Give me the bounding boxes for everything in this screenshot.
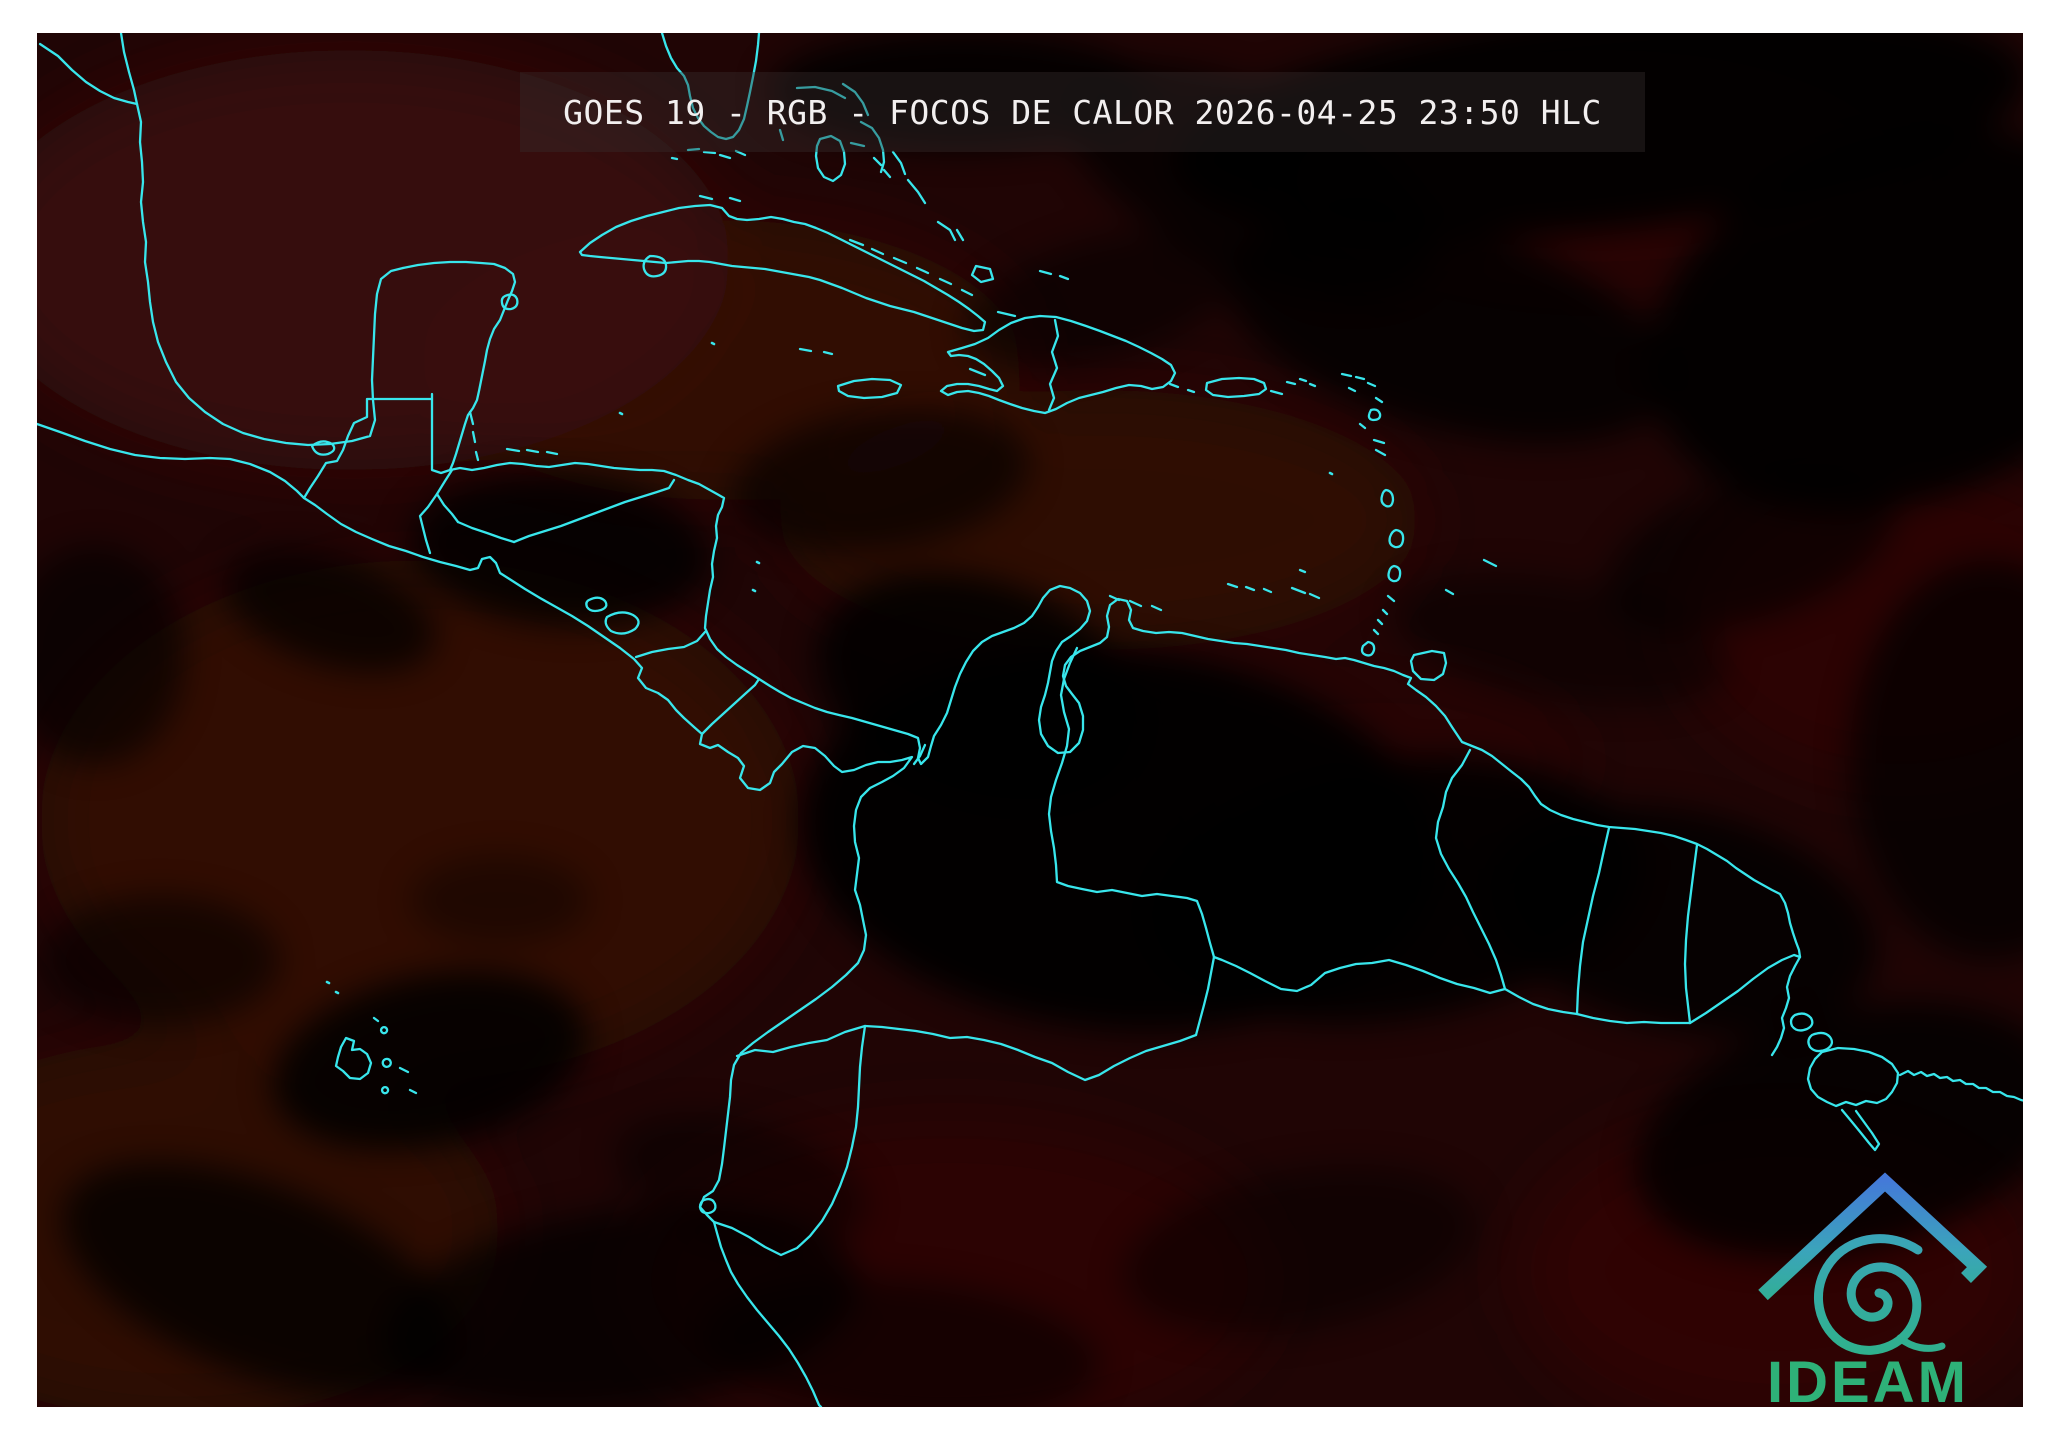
border-elsalvador-honduras [456, 520, 516, 544]
coastlines-layer [37, 33, 2023, 1407]
coastline-caribbean-southamerica [448, 461, 1802, 1057]
coastline-inagua [970, 264, 995, 284]
ideam-logo-text: IDEAM [1767, 1350, 1969, 1407]
product-title: GOES 19 - RGB - FOCOS DE CALOR 2026-04-2… [563, 92, 1602, 132]
map-specks [325, 341, 1334, 995]
coastline-belize-cays [468, 410, 480, 462]
coastline-puerto-rico [1204, 376, 1268, 399]
border-mexico-guatemala [302, 397, 434, 500]
coastline-galapagos [334, 1016, 418, 1095]
border-venezuela-guyana [1434, 748, 1507, 991]
coastline-cuba [578, 203, 987, 333]
border-guatemala-honduras [435, 468, 460, 524]
border-colombia-brazil [1194, 955, 1216, 1037]
coastline-venezuela-islands [1108, 568, 1321, 612]
coastline-florida [660, 33, 761, 141]
hurricane-spiral-icon [1814, 1234, 1923, 1355]
coastline-isla-juventud [642, 254, 668, 278]
coastline-jamaica [836, 377, 903, 400]
coastline-bay-islands [505, 447, 559, 456]
spiral-tail-icon [1896, 1334, 1946, 1352]
border-venezuela-brazil [1212, 955, 1507, 995]
mountain-icon [1758, 1172, 1988, 1301]
coastline-trinidad-tobago [1409, 558, 1498, 682]
border-guyana-suriname [1575, 826, 1611, 1016]
coastline-para-tail [1840, 1108, 1881, 1152]
border-panama-colombia [912, 743, 927, 766]
border-ecuador-colombia [735, 1024, 867, 1058]
cloud-layer [37, 33, 2023, 1407]
border-honduras-nicaragua [512, 478, 676, 544]
coastline-cozumel [500, 293, 519, 311]
border-nicaragua-costarica [634, 630, 707, 659]
border-colombia-peru [863, 1024, 1198, 1082]
border-costarica-panama [700, 677, 761, 736]
satellite-map: GOES 19 - RGB - FOCOS DE CALOR 2026-04-2… [37, 33, 2023, 1407]
coastline-cayman-islands [798, 347, 834, 356]
lake-nicaragua [604, 611, 640, 635]
ideam-logo: IDEAM [1750, 1170, 2000, 1407]
border-elsalvador-guatemala [418, 492, 439, 555]
satellite-image-layers [37, 33, 2023, 1407]
coastline-hispaniola [939, 314, 1177, 415]
border-guatemala-belize [430, 392, 452, 475]
coastline-cuba-cays [698, 194, 974, 297]
title-banner: GOES 19 - RGB - FOCOS DE CALOR 2026-04-2… [520, 72, 1645, 152]
coastline-us-mexico-border [38, 42, 139, 106]
coastline-andros [814, 134, 847, 183]
coastline-marajo [1806, 1046, 1900, 1108]
border-ecuador-peru [712, 1024, 867, 1257]
coastline-grand-bahama-abaco [795, 82, 870, 117]
coastline-lesser-antilles [1340, 372, 1455, 657]
ideam-logo-graphic: IDEAM [1758, 1172, 1988, 1407]
border-haiti-dominican [1047, 318, 1060, 412]
coastline-mexico-gulf [135, 102, 405, 447]
coastline-pacific [37, 422, 914, 1407]
border-suriname-frenchguiana [1683, 843, 1699, 1025]
lake-managua [585, 596, 608, 613]
coastline-terminos-lagoon [310, 440, 336, 456]
coastline-florida-keys [670, 147, 747, 161]
coastline-virgin-islands [1186, 377, 1317, 396]
border-frenchguiana-brazil [1688, 953, 1802, 1025]
coastline-amazon-delta-islands [1789, 1012, 1834, 1053]
coastline-yucatan-belize [401, 260, 517, 472]
coastline-brazil-northeast [1898, 1069, 2023, 1102]
border-suriname-brazil [1575, 1012, 1692, 1025]
border-colombia-venezuela [1047, 646, 1216, 959]
coastline-gonave-tortue [968, 310, 1180, 389]
coastline-puna-island [698, 1197, 717, 1215]
border-guyana-brazil [1503, 987, 1579, 1016]
coastline-bahamas-east [778, 120, 1070, 281]
coastline-texas [119, 33, 139, 106]
